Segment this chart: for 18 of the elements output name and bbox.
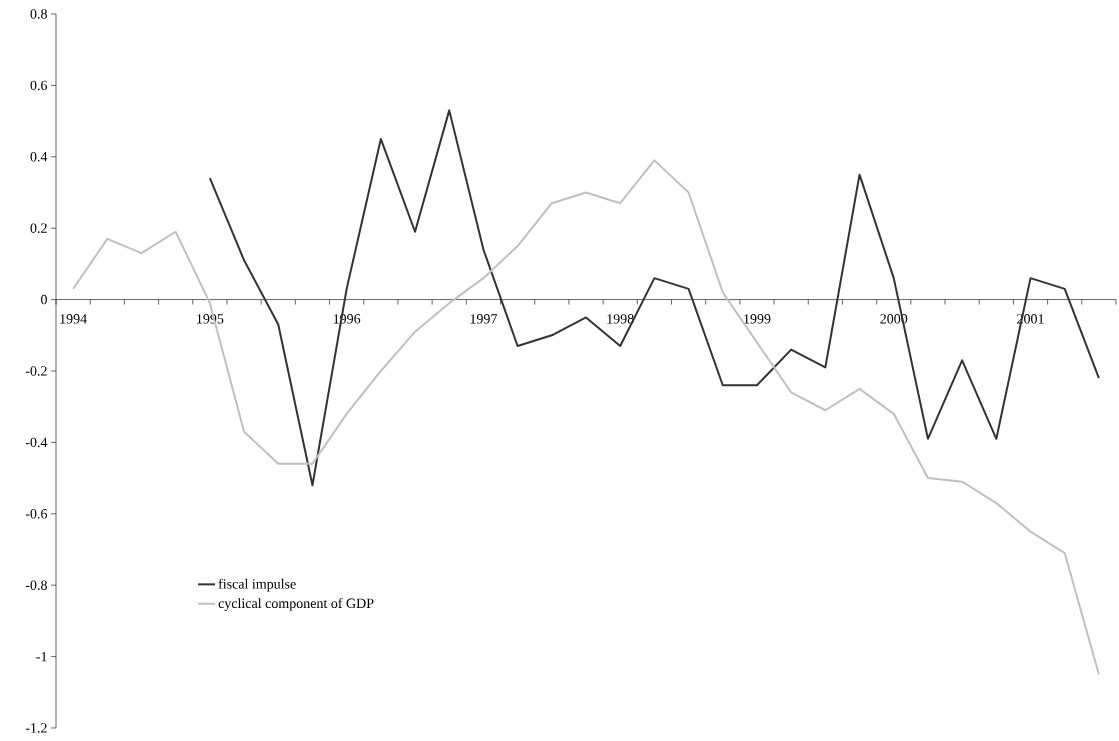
- x-tick-label: 1994: [60, 314, 87, 324]
- y-tick-label: 0.8: [30, 9, 47, 19]
- y-tick-label: -0.2: [25, 366, 47, 376]
- x-tick-label: 1998: [607, 314, 634, 324]
- y-tick-label: 0.6: [30, 80, 48, 91]
- y-tick-label: -1.2: [25, 723, 47, 733]
- y-tick-label: 0.2: [30, 223, 47, 233]
- y-tick-label: -0.8: [25, 580, 47, 590]
- y-tick-label: 0: [41, 294, 47, 305]
- y-tick-label: -0.6: [25, 509, 48, 519]
- legend-label: fiscal impulse: [218, 578, 296, 592]
- y-tick-label: -1: [36, 651, 47, 662]
- y-tick-label: -0.4: [25, 437, 48, 448]
- x-tick-label: 1997: [470, 314, 498, 324]
- legend-label: cyclical component of GDP: [218, 598, 374, 611]
- x-tick-label: 1995: [197, 314, 224, 324]
- y-tick-label: 0.4: [30, 152, 48, 162]
- x-tick-label: 1999: [744, 314, 771, 324]
